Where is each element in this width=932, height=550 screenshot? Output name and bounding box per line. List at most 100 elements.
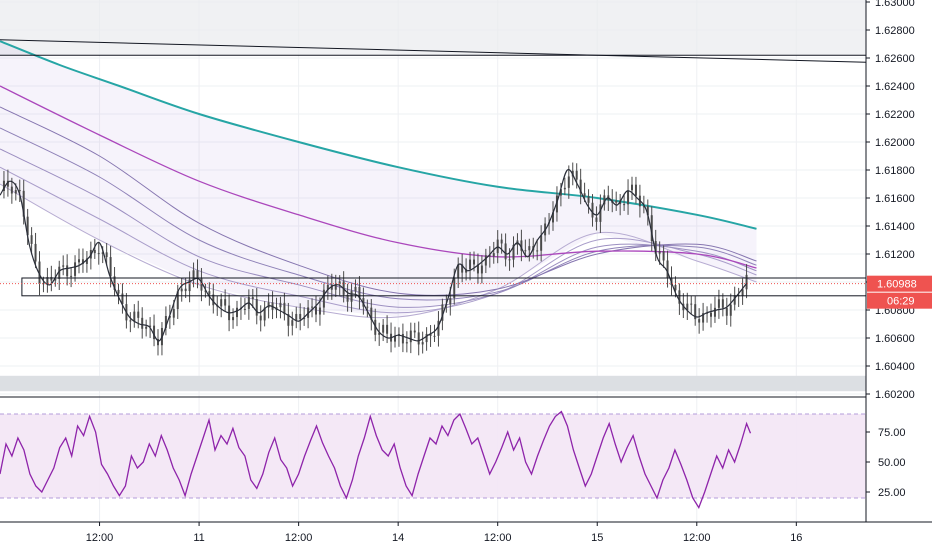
- price-tick-label: 1.62600: [875, 53, 915, 65]
- candle-body: [93, 249, 96, 254]
- ribbon-fill: [0, 41, 757, 317]
- price-tick-label: 1.60200: [875, 389, 915, 401]
- candle-body: [500, 239, 503, 244]
- candle-body: [149, 325, 152, 327]
- candle-body: [200, 278, 203, 291]
- candle-body: [453, 277, 456, 299]
- candle-body: [666, 260, 669, 278]
- candle-body: [74, 262, 77, 276]
- candle-body: [251, 297, 254, 300]
- countdown-label: 06:29: [887, 296, 915, 308]
- time-tick-label: 15: [591, 532, 603, 544]
- candle-body: [318, 307, 321, 315]
- candle-body: [311, 306, 314, 308]
- candle-body: [520, 240, 523, 251]
- candle-body: [559, 189, 562, 196]
- rsi-panel: [0, 396, 866, 510]
- candle-body: [433, 335, 436, 337]
- candle-body: [18, 190, 21, 192]
- candle-body: [283, 302, 286, 315]
- candle-body: [58, 266, 61, 279]
- candle-body: [220, 299, 223, 307]
- candle-body: [469, 259, 472, 270]
- candle-body: [492, 253, 495, 257]
- candle-body: [587, 196, 590, 203]
- candle-body: [14, 190, 17, 194]
- candle-body: [46, 276, 49, 284]
- price-tick-label: 1.62000: [875, 137, 915, 149]
- candle-body: [409, 330, 412, 343]
- price-tick-label: 1.60600: [875, 333, 915, 345]
- candle-body: [6, 180, 9, 187]
- candle-body: [180, 288, 183, 292]
- candle-body: [50, 276, 53, 281]
- candle-body: [694, 304, 697, 320]
- candle-body: [10, 186, 13, 194]
- time-tick-label: 12:00: [86, 532, 114, 544]
- candle-body: [42, 283, 45, 285]
- candle-body: [366, 306, 369, 308]
- time-tick-label: 12:00: [683, 532, 711, 544]
- candle-body: [208, 291, 211, 295]
- candle-body: [678, 290, 681, 304]
- price-tick-label: 1.61600: [875, 193, 915, 205]
- trendline[interactable]: [0, 39, 867, 63]
- candle-body: [591, 202, 594, 218]
- candle-body: [745, 274, 748, 290]
- candle-body: [508, 259, 511, 261]
- candle-body: [595, 217, 598, 222]
- candle-body: [109, 257, 112, 277]
- time-tick-label: 12:00: [484, 532, 512, 544]
- candle-body: [30, 235, 33, 244]
- candle-body: [255, 299, 258, 316]
- price-tick-label: 1.62200: [875, 109, 915, 121]
- candle-body: [192, 270, 195, 280]
- candle-body: [488, 255, 491, 257]
- candle-body: [575, 170, 578, 180]
- candle-body: [382, 324, 385, 333]
- candle-body: [204, 290, 207, 292]
- candle-body: [710, 312, 713, 317]
- candle-body: [615, 200, 618, 203]
- candle-body: [674, 285, 677, 291]
- candle-body: [386, 324, 389, 334]
- ema-teal-line: [0, 40, 757, 230]
- candle-body: [121, 293, 124, 305]
- candle-body: [623, 204, 626, 206]
- time-tick-label: 16: [790, 532, 802, 544]
- candle-body: [725, 307, 728, 316]
- candle-body: [295, 313, 298, 321]
- candle-body: [263, 307, 266, 321]
- candle-body: [184, 288, 187, 292]
- rsi-line: [0, 410, 752, 510]
- ema-ribbon-line: [0, 148, 757, 308]
- candle-body: [362, 298, 365, 307]
- candle-body: [176, 291, 179, 310]
- candle-body: [650, 215, 653, 242]
- candle-body: [101, 252, 104, 254]
- price-tick-label: 1.60400: [875, 361, 915, 373]
- candle-body: [658, 251, 661, 254]
- candle-body: [267, 302, 270, 308]
- candle-body: [105, 252, 108, 258]
- candle-body: [563, 187, 566, 190]
- candle-body: [330, 284, 333, 290]
- candle-body: [662, 251, 665, 261]
- candle-body: [243, 308, 246, 310]
- candle-body: [484, 255, 487, 266]
- candle-body: [536, 250, 539, 252]
- candle-body: [224, 299, 227, 306]
- ema-ribbon: [0, 41, 757, 319]
- price-tick-label: 1.61800: [875, 165, 915, 177]
- rsi-band: [0, 414, 866, 498]
- candle-body: [480, 265, 483, 274]
- candle-body: [555, 195, 558, 213]
- candle-body: [78, 259, 81, 263]
- candle-body: [717, 299, 720, 308]
- candle-body: [334, 284, 337, 290]
- candle-body: [721, 299, 724, 308]
- candle-body: [62, 265, 65, 267]
- candle-body: [212, 294, 215, 306]
